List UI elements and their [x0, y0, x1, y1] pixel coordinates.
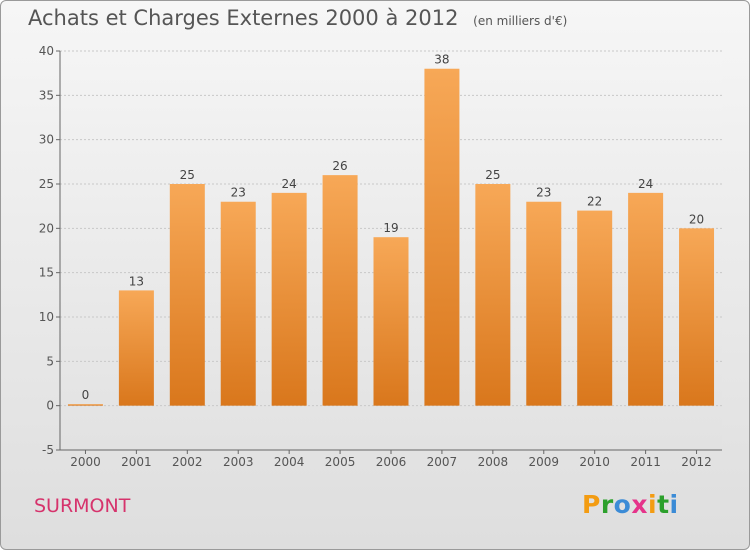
bar	[424, 68, 460, 406]
bar-value-label: 23	[231, 186, 246, 200]
y-tick-label: 15	[39, 266, 54, 280]
logo-letter: r	[600, 490, 614, 519]
proxiti-logo: Proxiti	[582, 490, 679, 519]
y-tick-label: 5	[46, 354, 54, 368]
y-tick-label: 0	[46, 399, 54, 413]
bar	[373, 237, 409, 406]
y-tick-label: 25	[39, 177, 54, 191]
x-tick-label: 2002	[172, 455, 203, 469]
bar	[220, 201, 256, 406]
bar-value-label: 25	[180, 168, 195, 182]
bar-value-label: 24	[282, 177, 297, 191]
bar	[475, 184, 511, 406]
x-tick-label: 2012	[681, 455, 712, 469]
chart-title-text: Achats et Charges Externes 2000 à 2012	[28, 6, 459, 30]
bar-value-label: 0	[82, 388, 90, 402]
bar	[628, 192, 664, 406]
bar	[577, 210, 613, 406]
x-tick-label: 2006	[376, 455, 407, 469]
x-tick-label: 2010	[579, 455, 610, 469]
y-tick-label: -5	[42, 443, 54, 457]
bar	[67, 404, 103, 406]
logo-letter: t	[657, 490, 670, 519]
y-tick-label: 35	[39, 88, 54, 102]
logo-letter: P	[582, 490, 601, 519]
logo-letter: i	[648, 490, 658, 519]
bar	[118, 290, 154, 406]
y-tick-label: 30	[39, 133, 54, 147]
x-tick-label: 2003	[223, 455, 254, 469]
logo-letter: o	[613, 490, 632, 519]
x-tick-label: 2008	[478, 455, 509, 469]
x-tick-label: 2009	[528, 455, 559, 469]
bar-value-label: 19	[383, 221, 398, 235]
bar-value-label: 22	[587, 195, 602, 209]
bar-value-label: 24	[638, 177, 653, 191]
y-tick-label: 20	[39, 221, 54, 235]
y-tick-label: 40	[39, 44, 54, 58]
bar-value-label: 38	[434, 53, 449, 67]
y-tick-label: 10	[39, 310, 54, 324]
bar-value-label: 23	[536, 186, 551, 200]
x-tick-label: 2001	[121, 455, 152, 469]
city-name: SURMONT	[34, 495, 131, 517]
x-tick-label: 2004	[274, 455, 305, 469]
chart-title: Achats et Charges Externes 2000 à 2012 (…	[28, 6, 567, 30]
bar-value-label: 20	[689, 212, 704, 226]
bar-value-label: 13	[129, 274, 144, 288]
bar	[169, 184, 205, 406]
chart-unit: (en milliers d'€)	[473, 14, 568, 28]
logo-letter: i	[669, 490, 679, 519]
bar	[322, 175, 358, 406]
bar-value-label: 26	[332, 159, 347, 173]
bar	[679, 228, 715, 406]
x-tick-label: 2005	[325, 455, 356, 469]
bar-value-label: 25	[485, 168, 500, 182]
logo-letter: x	[631, 490, 648, 519]
x-tick-label: 2011	[630, 455, 661, 469]
x-tick-label: 2000	[70, 455, 101, 469]
bar	[526, 201, 562, 406]
x-tick-label: 2007	[427, 455, 458, 469]
bar	[271, 192, 307, 406]
